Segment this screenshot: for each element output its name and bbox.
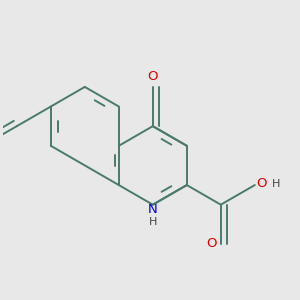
Text: N: N — [148, 203, 158, 216]
Text: O: O — [148, 70, 158, 83]
Text: O: O — [256, 177, 267, 190]
Text: H: H — [148, 217, 157, 227]
Text: O: O — [206, 237, 217, 250]
Text: H: H — [272, 179, 280, 189]
